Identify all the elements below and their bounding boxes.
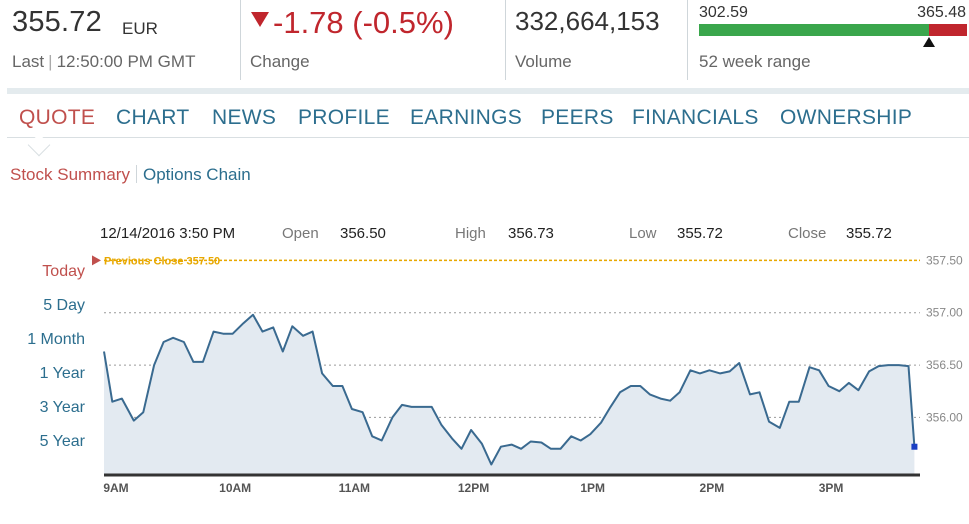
- last-price-block: 355.72 EUR Last | 12:50:00 PM GMT: [0, 0, 240, 80]
- volume-label: Volume: [515, 52, 572, 71]
- tab-news[interactable]: NEWS: [212, 106, 277, 129]
- tab-ownership[interactable]: OWNERSHIP: [780, 106, 913, 129]
- volume-block: 332,664,153 Volume: [505, 0, 687, 80]
- previous-close-label: Previous Close 357.50: [104, 255, 220, 267]
- chart-datetime: 12/14/2016 3:50 PM: [100, 225, 235, 242]
- open-value: 356.50: [340, 225, 386, 242]
- previous-close-marker-icon: [92, 255, 101, 266]
- close-label: Close: [788, 225, 826, 242]
- sub-navigation: Stock Summary Options Chain: [10, 165, 251, 185]
- range-marker-icon: [923, 37, 936, 47]
- x-tick-label: 2PM: [700, 481, 725, 495]
- range-today[interactable]: Today: [42, 263, 85, 280]
- stock-summary-link[interactable]: Stock Summary: [10, 165, 130, 184]
- y-tick-label: 357.00: [926, 306, 963, 320]
- y-axis-labels: 356.00 356.50 357.00 357.50: [926, 253, 963, 424]
- tab-profile[interactable]: PROFILE: [298, 106, 390, 129]
- range-1-year[interactable]: 1 Year: [40, 365, 86, 382]
- x-tick-label: 12PM: [458, 481, 489, 495]
- change-value: -1.78 (-0.5%): [273, 5, 454, 40]
- high-value: 356.73: [508, 225, 554, 242]
- pipe-separator: |: [48, 52, 53, 71]
- last-point-marker: [911, 443, 918, 450]
- range-3-year[interactable]: 3 Year: [40, 399, 86, 416]
- range-1-month[interactable]: 1 Month: [27, 331, 85, 348]
- open-label: Open: [282, 225, 319, 242]
- tab-chart[interactable]: CHART: [116, 106, 190, 129]
- tab-peers[interactable]: PEERS: [541, 106, 614, 129]
- last-label: Last: [12, 52, 45, 71]
- range-5-year[interactable]: 5 Year: [40, 433, 86, 450]
- volume-value: 332,664,153: [515, 6, 660, 36]
- x-tick-label: 11AM: [339, 481, 370, 495]
- change-block: -1.78 (-0.5%) Change: [240, 0, 505, 80]
- y-tick-label: 357.50: [926, 253, 963, 267]
- tab-earnings[interactable]: EARNINGS: [410, 106, 523, 129]
- y-tick-label: 356.00: [926, 410, 963, 424]
- range-low: 302.59: [699, 4, 748, 21]
- down-arrow-icon: [251, 12, 269, 27]
- price-area: [104, 314, 915, 475]
- range-bar: [699, 24, 967, 36]
- range-bar-fill: [699, 24, 930, 36]
- y-tick-label: 356.50: [926, 358, 963, 372]
- options-chain-link[interactable]: Options Chain: [142, 165, 251, 184]
- x-tick-label: 10AM: [219, 481, 251, 495]
- header-divider: [7, 88, 969, 94]
- tab-financials[interactable]: FINANCIALS: [632, 106, 759, 129]
- x-tick-label: 1PM: [580, 481, 605, 495]
- intraday-price-chart: 12/14/2016 3:50 PM Open 356.50 High 356.…: [27, 225, 963, 495]
- change-label: Change: [250, 52, 310, 71]
- currency: EUR: [122, 19, 158, 38]
- high-label: High: [455, 225, 486, 242]
- quote-header: 355.72 EUR Last | 12:50:00 PM GMT -1.78 (-…: [0, 0, 969, 86]
- low-label: Low: [629, 225, 657, 242]
- x-axis-labels: 9AM 10AM 11AM 12PM 1PM 2PM 3PM: [103, 481, 843, 495]
- tab-bar: QUOTE CHART NEWS PROFILE EARNINGS PEERS …: [7, 96, 969, 138]
- x-tick-label: 9AM: [103, 481, 128, 495]
- week52-range-block: 302.59 365.48 52 week range: [687, 0, 969, 80]
- range-high: 365.48: [917, 4, 966, 21]
- tab-quote[interactable]: QUOTE: [19, 106, 96, 129]
- last-time: 12:50:00 PM GMT: [56, 52, 196, 71]
- range-label: 52 week range: [699, 52, 811, 71]
- close-value: 355.72: [846, 225, 892, 242]
- low-value: 355.72: [677, 225, 723, 242]
- price-line: [103, 313, 916, 466]
- x-tick-label: 3PM: [819, 481, 844, 495]
- range-5-day[interactable]: 5 Day: [43, 297, 85, 314]
- last-time-line: Last | 12:50:00 PM GMT: [12, 52, 195, 72]
- subnav-divider: [135, 165, 137, 183]
- last-price: 355.72: [12, 6, 102, 38]
